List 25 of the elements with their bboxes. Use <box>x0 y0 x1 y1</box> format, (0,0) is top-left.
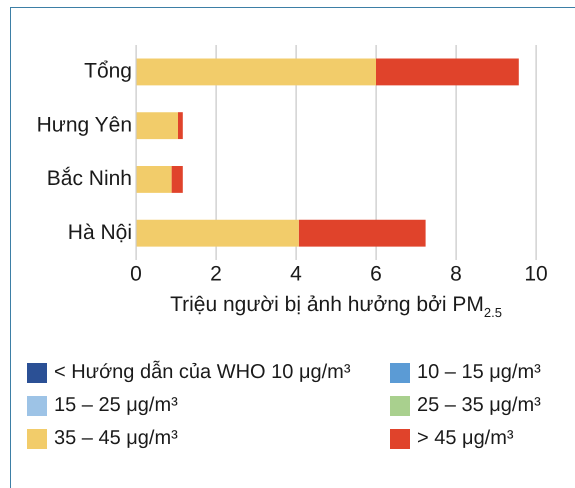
bar <box>298 220 426 247</box>
bar <box>136 220 299 247</box>
legend-label: 10 – 15 μg/m³ <box>417 361 541 384</box>
x-axis-title: Triệu người bị ảnh hưởng bởi PM$_{2.5}$ <box>169 293 503 320</box>
legend-label: > 45 μg/m³ <box>417 427 514 450</box>
x-tick-label: 10 <box>524 262 548 286</box>
bar <box>178 112 183 140</box>
y-tick-label: Bắc Ninh <box>46 166 132 190</box>
bar <box>136 166 172 193</box>
bar <box>136 58 376 86</box>
legend-label: 25 – 35 μg/m³ <box>417 394 541 417</box>
x-tick-label: 6 <box>370 262 382 286</box>
bar <box>136 112 178 140</box>
legend-label: < Hướng dẫn của WHO 10 μg/m³ <box>54 361 350 384</box>
y-tick-label: Hà Nội <box>68 220 132 244</box>
x-tick-label: 2 <box>210 262 222 286</box>
legend-label: 15 – 25 μg/m³ <box>54 394 178 417</box>
y-tick-label: Hưng Yên <box>36 113 132 136</box>
bar <box>376 58 519 86</box>
y-tick-label: Tổng <box>84 60 132 83</box>
x-tick-label: 4 <box>290 262 302 286</box>
x-tick-label: 0 <box>130 262 142 286</box>
bar <box>172 166 183 193</box>
legend-label: 35 – 45 μg/m³ <box>54 427 178 450</box>
x-tick-label: 8 <box>450 262 462 286</box>
